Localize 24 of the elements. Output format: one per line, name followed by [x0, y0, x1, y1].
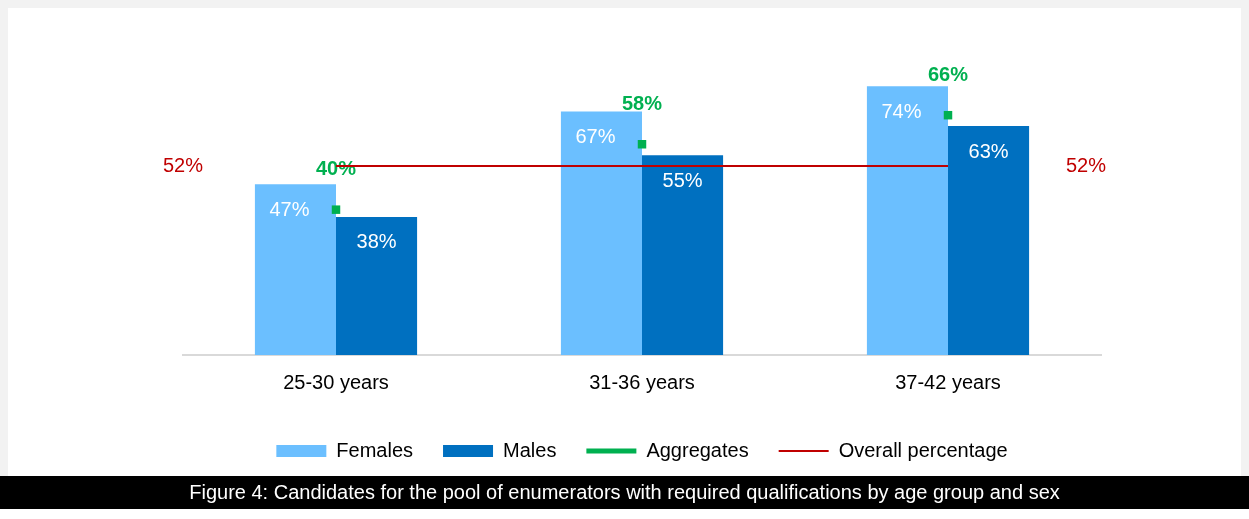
- bar: [642, 155, 724, 355]
- data-label: 74%: [881, 99, 922, 122]
- caption: Figure 4: Candidates for the pool of enumerators with required qualifications by age group and sex: [0, 476, 1249, 509]
- bar: [866, 86, 948, 355]
- data-label: 66%: [927, 62, 969, 85]
- bar: [560, 111, 642, 355]
- x-tick-label: 25-30 years: [283, 370, 389, 393]
- legend-label: Aggregates: [646, 438, 749, 461]
- data-label: 47%: [269, 197, 310, 220]
- text: 52%: [1065, 153, 1107, 176]
- x-tick-label: 31-36 years: [589, 370, 695, 393]
- bar: [336, 216, 418, 355]
- legend-label: Males: [503, 438, 557, 461]
- data-label: 67%: [575, 125, 616, 148]
- text: 52%: [162, 153, 204, 176]
- bar: [948, 126, 1030, 355]
- legend-label: Overall percentage: [838, 438, 1008, 461]
- x-tick-label: 37-42 years: [895, 370, 1001, 393]
- bar: [254, 184, 336, 355]
- data-label: 58%: [621, 91, 663, 114]
- legend-label: Females: [336, 438, 414, 461]
- data-label: 63%: [968, 139, 1009, 162]
- data-label: 38%: [356, 230, 397, 253]
- data-label: 55%: [662, 168, 703, 191]
